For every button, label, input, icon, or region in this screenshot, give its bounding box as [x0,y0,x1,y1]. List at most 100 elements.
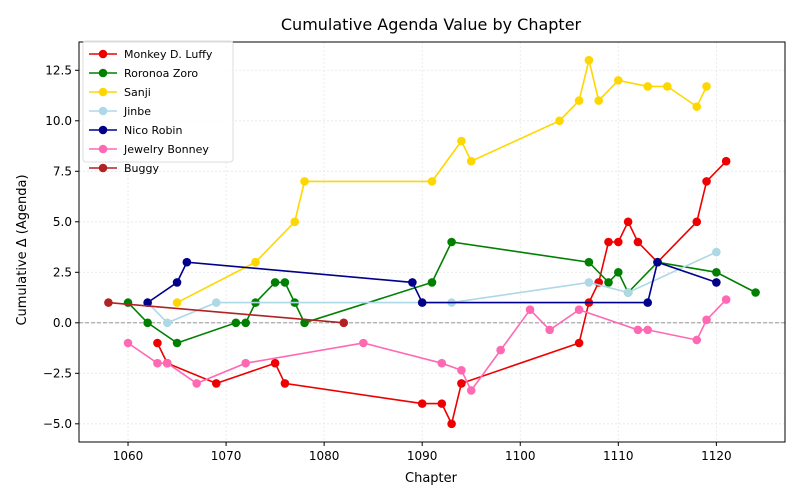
data-point-monkey-d-luffy [437,399,447,408]
x-axis-ticks: 1060 1070 1080 1090 1100 1110 1120 [113,442,732,463]
data-point-jinbe [623,288,633,297]
data-point-sanji [172,298,182,307]
data-point-sanji [251,257,260,267]
legend-swatch-marker [98,49,108,59]
data-point-sanji [457,136,466,146]
legend-label: Jinbe [123,105,151,118]
grid-lines [79,42,785,442]
data-point-jewelry-bonney [721,295,731,304]
data-point-monkey-d-luffy [574,338,584,348]
data-point-monkey-d-luffy [702,177,711,186]
data-point-roronoa-zoro [123,298,133,307]
data-point-sanji [584,55,594,65]
legend-item-sanji: Sanji [89,86,151,99]
data-point-jewelry-bonney [525,305,535,314]
data-point-jewelry-bonney [633,325,643,335]
data-point-roronoa-zoro [300,318,309,328]
data-point-roronoa-zoro [584,257,594,267]
data-point-jewelry-bonney [241,358,250,368]
data-point-sanji [663,82,672,91]
data-point-sanji [643,82,653,91]
y-axis-ticks: −5.0 −2.5 0.0 2.5 5.0 7.5 10.0 12.5 [43,63,79,431]
data-point-jinbe [162,318,172,328]
data-point-buggy [104,298,113,307]
data-point-jewelry-bonney [457,365,466,375]
data-point-sanji [427,177,437,186]
data-point-monkey-d-luffy [270,358,280,368]
data-point-jewelry-bonney [359,338,368,348]
data-point-nico-robin [172,278,182,287]
data-point-roronoa-zoro [427,278,437,287]
series-layer [104,55,760,429]
data-point-jewelry-bonney [466,386,476,395]
y-tick-label: 10.0 [45,114,72,128]
legend-label: Nico Robin [124,124,182,137]
data-point-jewelry-bonney [545,325,554,335]
series-line-buggy [108,301,344,324]
data-point-nico-robin [417,298,427,307]
x-tick-label: 1100 [505,449,536,463]
data-point-jinbe [712,247,721,257]
data-point-monkey-d-luffy [633,237,643,247]
data-point-monkey-d-luffy [623,217,633,227]
series-line-jinbe [147,251,717,324]
data-point-jewelry-bonney [192,379,201,388]
legend-swatch-marker [98,106,108,116]
data-point-buggy [339,318,349,328]
data-point-roronoa-zoro [143,318,152,328]
x-tick-label: 1120 [701,449,732,463]
chart-title: Cumulative Agenda Value by Chapter [281,15,582,34]
legend-swatch-marker [98,144,108,154]
data-point-roronoa-zoro [172,338,182,348]
series-sanji [172,55,711,307]
legend-label: Monkey D. Luffy [124,48,213,61]
data-point-monkey-d-luffy [614,237,623,247]
series-jewelry-bonney [123,295,731,395]
data-point-monkey-d-luffy [604,237,613,247]
data-point-roronoa-zoro [231,318,241,328]
series-line-jewelry-bonney [127,299,727,393]
data-point-roronoa-zoro [270,278,280,287]
data-point-nico-robin [408,278,417,287]
data-point-jewelry-bonney [496,345,505,355]
x-tick-label: 1080 [309,449,340,463]
data-point-jewelry-bonney [702,315,711,325]
y-tick-label: 2.5 [53,265,72,279]
y-axis-label: Cumulative Δ (Agenda) [15,174,30,325]
y-tick-label: 5.0 [53,215,72,229]
data-point-nico-robin [643,298,653,307]
data-point-roronoa-zoro [280,278,290,287]
data-point-jewelry-bonney [692,335,702,345]
x-tick-label: 1090 [407,449,438,463]
data-point-monkey-d-luffy [447,419,456,429]
y-tick-label: 7.5 [53,164,72,178]
data-point-monkey-d-luffy [211,379,221,388]
data-point-sanji [466,156,476,166]
x-tick-label: 1070 [211,449,242,463]
series-line-sanji [176,60,708,304]
series-buggy [104,298,349,328]
data-point-roronoa-zoro [751,288,760,297]
x-axis-label: Chapter [405,471,458,486]
data-point-nico-robin [143,298,152,307]
data-point-roronoa-zoro [241,318,250,328]
y-tick-label: −5.0 [43,417,72,431]
data-point-sanji [290,217,300,227]
legend-label: Roronoa Zoro [124,67,198,80]
legend-item-jewelry-bonney: Jewelry Bonney [89,143,209,156]
legend-label: Buggy [124,162,159,175]
data-point-sanji [574,96,584,105]
y-tick-label: 0.0 [53,316,72,330]
data-point-monkey-d-luffy [153,338,162,348]
data-point-sanji [614,76,623,85]
data-point-monkey-d-luffy [457,379,466,388]
series-nico-robin [143,257,721,307]
data-point-jewelry-bonney [574,305,584,314]
data-point-sanji [300,177,309,186]
legend-item-buggy: Buggy [89,162,159,175]
x-tick-label: 1110 [603,449,634,463]
data-point-roronoa-zoro [614,268,623,277]
data-point-monkey-d-luffy [721,156,731,166]
data-point-jewelry-bonney [153,358,162,368]
